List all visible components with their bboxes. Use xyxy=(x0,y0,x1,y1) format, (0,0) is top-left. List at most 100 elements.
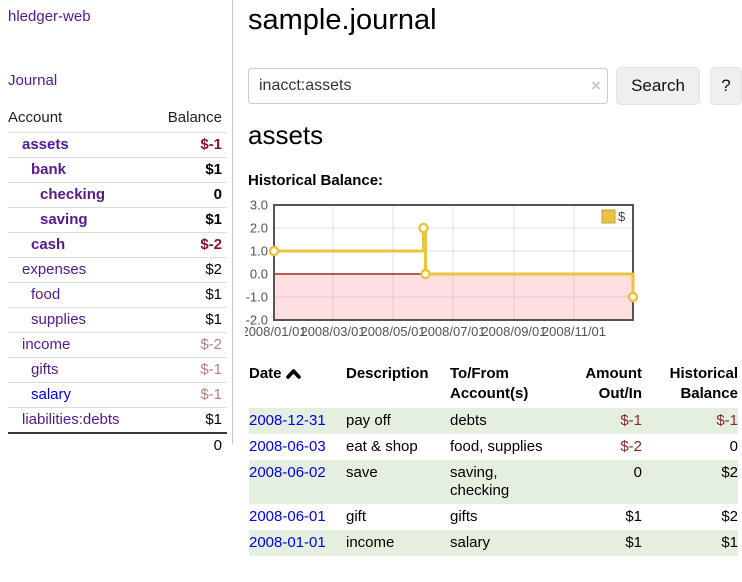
description-column-header: Description xyxy=(346,365,429,382)
search-input[interactable] xyxy=(248,68,608,104)
register-table: Date Description To/From Account(s) Amou… xyxy=(249,362,738,556)
app-brand: hledger-web xyxy=(8,8,226,25)
account-column-header: Account xyxy=(8,109,63,126)
svg-text:2008/03/01: 2008/03/01 xyxy=(300,324,365,339)
account-link[interactable]: assets xyxy=(22,136,69,153)
transaction-balance: $1 xyxy=(642,530,738,556)
account-link[interactable]: liabilities:debts xyxy=(22,411,120,428)
transaction-amount: $-1 xyxy=(550,408,642,434)
account-row: cash $-2 xyxy=(8,232,227,257)
transaction-date-link[interactable]: 2008-06-02 xyxy=(249,464,326,481)
account-row: salary $-1 xyxy=(8,382,227,407)
amount-column-header: Amount Out/In xyxy=(585,365,642,402)
svg-text:2008/05/01: 2008/05/01 xyxy=(360,324,425,339)
account-balance: $1 xyxy=(205,161,222,178)
svg-text:2.0: 2.0 xyxy=(250,221,268,236)
transaction-balance: 0 xyxy=(729,438,738,455)
account-row: bank $1 xyxy=(8,157,227,182)
account-link[interactable]: expenses xyxy=(22,261,87,278)
svg-text:0.0: 0.0 xyxy=(250,267,268,282)
sort-ascending-icon[interactable] xyxy=(285,365,301,385)
account-link[interactable]: gifts xyxy=(31,361,59,378)
account-link[interactable]: supplies xyxy=(31,311,87,328)
chart-title: Historical Balance: xyxy=(248,172,384,189)
transaction-balance: $-1 xyxy=(642,408,738,434)
account-row: supplies $1 xyxy=(8,307,227,332)
account-balance: $-1 xyxy=(200,386,222,403)
transaction-accounts: food, supplies xyxy=(450,438,543,455)
account-balance: $-2 xyxy=(200,336,222,353)
transaction-row: 2008-06-02 save saving, checking 0 $2 xyxy=(249,460,738,504)
transaction-date-link[interactable]: 2008-01-01 xyxy=(249,534,326,551)
account-link[interactable]: checking xyxy=(40,186,106,203)
account-row: saving $1 xyxy=(8,207,227,232)
account-balance: 0 xyxy=(213,186,222,203)
transaction-description: income xyxy=(346,530,450,556)
account-row: assets $-1 xyxy=(8,132,227,157)
brand-link[interactable]: hledger-web xyxy=(8,8,91,25)
journal-link[interactable]: Journal xyxy=(8,72,58,89)
transaction-description: gift xyxy=(346,508,367,525)
search-bar: × Search ? xyxy=(248,67,742,105)
svg-text:1.0: 1.0 xyxy=(250,244,268,259)
transaction-accounts: saving, checking xyxy=(450,460,550,504)
accounts-column-header: To/From Account(s) xyxy=(450,365,529,402)
transaction-amount: $1 xyxy=(625,508,642,525)
account-row: liabilities:debts $1 xyxy=(8,407,227,432)
account-row: income $-2 xyxy=(8,332,227,357)
account-balance: $1 xyxy=(205,286,222,303)
account-balance: $1 xyxy=(205,411,222,428)
transaction-date-link[interactable]: 2008-06-01 xyxy=(249,508,326,525)
svg-text:-2.0: -2.0 xyxy=(246,313,268,328)
account-balance: $-1 xyxy=(200,361,222,378)
account-row: gifts $-1 xyxy=(8,357,227,382)
accounts-table-header: Account Balance xyxy=(8,105,227,132)
svg-text:-1.0: -1.0 xyxy=(246,290,268,305)
chart-canvas: $3.0 2.0 1.0 0.0 -1.0 -2.02008/01/012008/03/0… xyxy=(241,198,639,339)
transaction-row: 2008-06-03 eat & shop food, supplies $-2 0 xyxy=(249,434,738,460)
date-column-header[interactable]: Date xyxy=(249,362,346,408)
account-balance: $1 xyxy=(205,311,222,328)
account-link[interactable]: cash xyxy=(31,236,66,253)
balance-column-header: Balance xyxy=(167,109,222,126)
balance-column-header-register: Historical Balance xyxy=(669,365,738,402)
account-row: checking 0 xyxy=(8,182,227,207)
account-heading: assets xyxy=(248,120,324,150)
sidebar-item-journal: Journal xyxy=(8,72,226,89)
account-link[interactable]: food xyxy=(31,286,61,303)
page-title: sample.journal xyxy=(248,4,437,36)
transaction-accounts: gifts xyxy=(450,508,478,525)
svg-text:2008/07/01: 2008/07/01 xyxy=(420,324,485,339)
svg-text:2008/11/01: 2008/11/01 xyxy=(542,324,606,339)
account-balance: $-2 xyxy=(200,236,222,253)
account-row: food $1 xyxy=(8,282,227,307)
transaction-description: eat & shop xyxy=(346,438,418,455)
transaction-row: 2008-12-31 pay off debts $-1 $-1 xyxy=(249,408,738,434)
accounts-total-row: 0 xyxy=(8,432,227,457)
account-link[interactable]: bank xyxy=(31,161,67,178)
account-link[interactable]: saving xyxy=(40,211,88,228)
transaction-accounts: debts xyxy=(450,408,550,434)
transaction-date-link[interactable]: 2008-06-03 xyxy=(249,438,326,455)
search-button[interactable]: Search xyxy=(616,67,700,105)
total-balance: 0 xyxy=(213,437,222,454)
register-header-row: Date Description To/From Account(s) Amou… xyxy=(249,362,738,408)
transaction-balance: $2 xyxy=(642,460,738,504)
account-link[interactable]: income xyxy=(22,336,71,353)
transaction-balance: $2 xyxy=(721,508,738,525)
transaction-description: pay off xyxy=(346,408,450,434)
account-balance: $-1 xyxy=(200,136,222,153)
transaction-date-link[interactable]: 2008-12-31 xyxy=(249,412,326,429)
transaction-description: save xyxy=(346,460,450,504)
svg-text:3.0: 3.0 xyxy=(250,198,268,213)
svg-text:$: $ xyxy=(618,209,626,224)
transaction-amount: $-2 xyxy=(620,438,642,455)
transaction-row: 2008-01-01 income salary $1 $1 xyxy=(249,530,738,556)
clear-search-icon[interactable]: × xyxy=(591,76,601,95)
account-link[interactable]: salary xyxy=(31,386,72,403)
transaction-amount: $1 xyxy=(550,530,642,556)
help-button[interactable]: ? xyxy=(710,67,742,105)
transaction-amount: 0 xyxy=(550,460,642,504)
account-balance: $1 xyxy=(205,211,222,228)
accounts-table: Account Balance assets $-1 bank $1 checking 0… xyxy=(8,105,227,457)
